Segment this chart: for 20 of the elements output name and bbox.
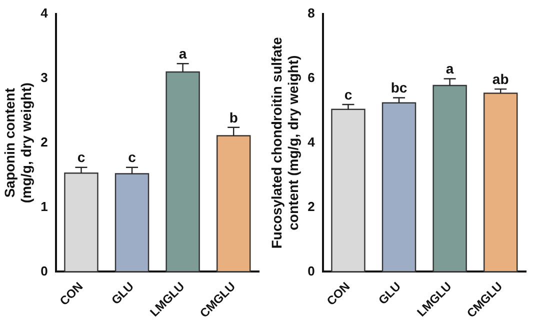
y-axis-title: Fucosylated chondroitin sulfate content (mg/g, dry weight) bbox=[268, 36, 302, 249]
y-tick-label: 1 bbox=[40, 198, 48, 214]
y-tick-label: 2 bbox=[308, 198, 315, 214]
annotation: b bbox=[229, 109, 238, 126]
annotation: c bbox=[344, 86, 352, 102]
y-tick-label: 8 bbox=[308, 6, 315, 21]
annotation: a bbox=[178, 45, 187, 62]
y-axis-title: Saponin content (mg/g, dry weight) bbox=[1, 82, 34, 204]
y-tick-label: 4 bbox=[308, 134, 316, 150]
y-tick-label: 3 bbox=[40, 70, 48, 86]
annotation: ab bbox=[492, 70, 509, 87]
annotation: c bbox=[128, 149, 136, 166]
y-tick-label: 6 bbox=[308, 70, 315, 86]
y-tick-label: 2 bbox=[40, 134, 48, 150]
y-tick-label: 0 bbox=[40, 263, 48, 278]
annotation: a bbox=[446, 60, 454, 77]
y-tick-label: 4 bbox=[40, 6, 49, 21]
annotation: c bbox=[77, 149, 86, 166]
y-tick-label: 0 bbox=[308, 263, 315, 278]
annotation: bc bbox=[390, 80, 408, 96]
